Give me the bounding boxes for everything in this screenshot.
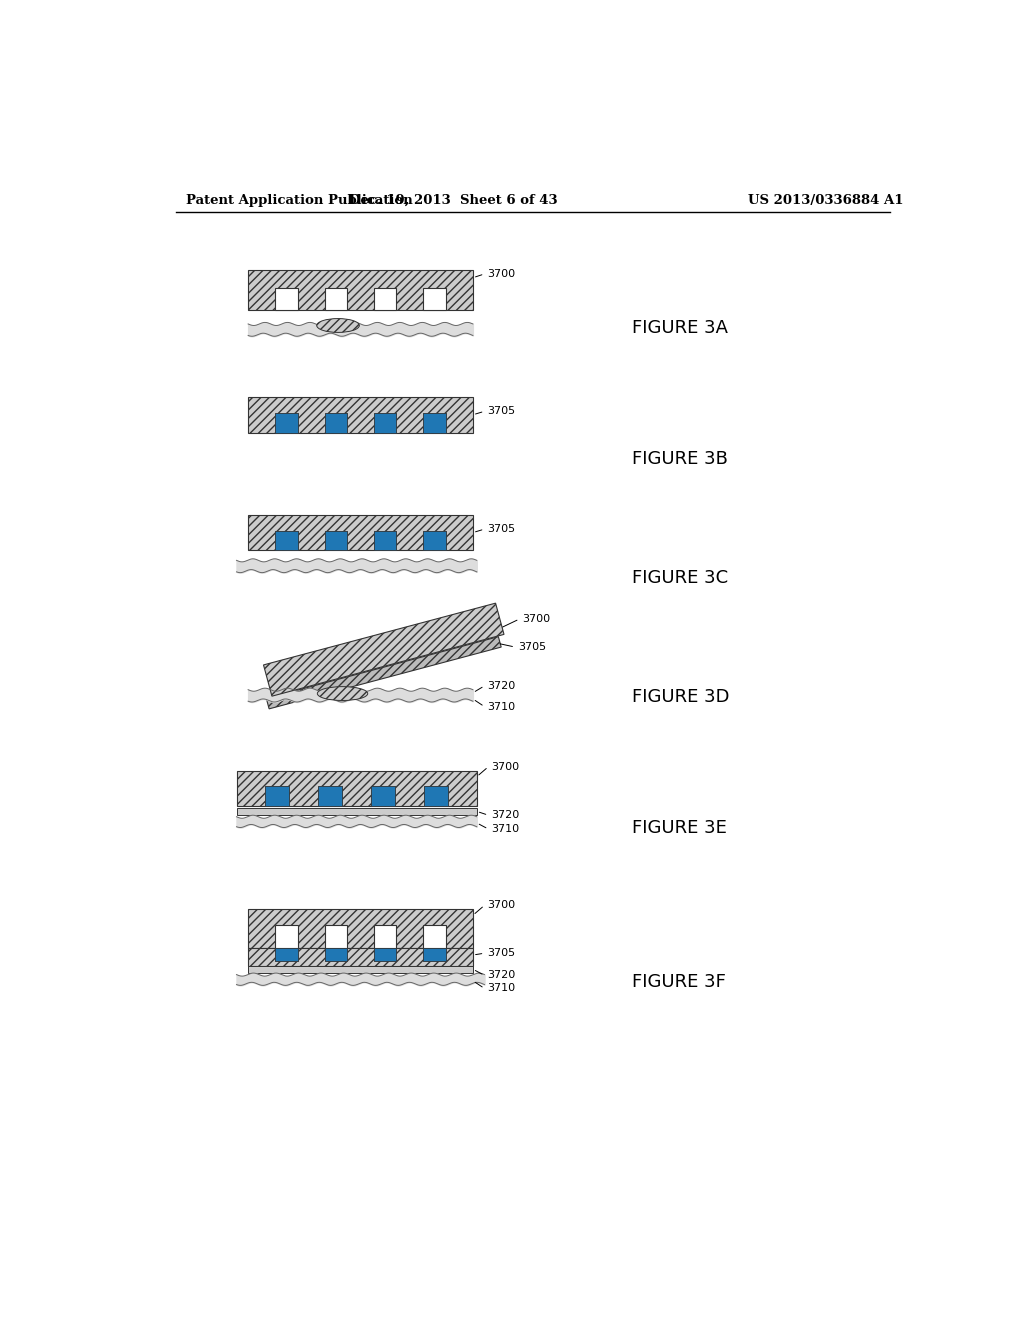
- Bar: [275, 288, 298, 310]
- Text: 3700: 3700: [487, 269, 516, 279]
- Polygon shape: [263, 603, 504, 696]
- Bar: [424, 925, 445, 948]
- Text: FIGURE 3C: FIGURE 3C: [632, 569, 728, 587]
- Bar: [325, 948, 347, 961]
- Bar: [275, 531, 298, 550]
- Bar: [374, 925, 396, 948]
- Text: FIGURE 3D: FIGURE 3D: [632, 689, 729, 706]
- Text: 3705: 3705: [487, 948, 516, 958]
- Bar: [374, 413, 396, 433]
- Bar: [325, 531, 347, 550]
- Bar: [325, 925, 347, 948]
- Ellipse shape: [316, 318, 359, 333]
- Bar: [265, 787, 290, 807]
- Bar: [275, 925, 298, 948]
- Bar: [374, 413, 396, 433]
- Bar: [374, 948, 396, 961]
- Bar: [325, 288, 347, 310]
- Polygon shape: [266, 636, 501, 709]
- Bar: [325, 413, 347, 433]
- Text: 3700: 3700: [522, 614, 551, 624]
- Bar: [275, 948, 298, 961]
- Bar: [248, 909, 473, 948]
- Bar: [248, 397, 473, 433]
- Bar: [424, 948, 445, 961]
- Bar: [325, 531, 347, 550]
- Bar: [248, 966, 473, 973]
- Bar: [237, 771, 477, 807]
- Bar: [424, 288, 445, 310]
- Bar: [424, 531, 445, 550]
- Text: FIGURE 3B: FIGURE 3B: [632, 450, 728, 467]
- Bar: [237, 808, 477, 816]
- Bar: [325, 948, 347, 961]
- Text: US 2013/0336884 A1: US 2013/0336884 A1: [748, 194, 903, 207]
- Text: 3720: 3720: [487, 681, 516, 690]
- Bar: [374, 531, 396, 550]
- Bar: [275, 413, 298, 433]
- Text: 3720: 3720: [492, 810, 520, 820]
- Bar: [325, 413, 347, 433]
- Bar: [318, 787, 342, 807]
- Text: 3705: 3705: [487, 407, 516, 416]
- Bar: [275, 531, 298, 550]
- Bar: [374, 531, 396, 550]
- Bar: [248, 515, 473, 550]
- Text: 3710: 3710: [487, 983, 516, 994]
- Bar: [371, 787, 395, 807]
- Text: 3710: 3710: [492, 824, 519, 834]
- Bar: [248, 948, 473, 966]
- Bar: [424, 413, 445, 433]
- Bar: [265, 787, 290, 807]
- Bar: [424, 413, 445, 433]
- Text: 3700: 3700: [492, 762, 519, 772]
- Bar: [374, 948, 396, 961]
- Bar: [318, 787, 342, 807]
- Bar: [424, 531, 445, 550]
- Bar: [275, 413, 298, 433]
- Text: 3720: 3720: [487, 970, 516, 981]
- Bar: [424, 948, 445, 961]
- Text: 3705: 3705: [487, 524, 516, 535]
- Text: FIGURE 3A: FIGURE 3A: [632, 319, 728, 337]
- Text: Dec. 19, 2013  Sheet 6 of 43: Dec. 19, 2013 Sheet 6 of 43: [349, 194, 558, 207]
- Bar: [424, 787, 447, 807]
- Ellipse shape: [317, 686, 368, 701]
- Bar: [371, 787, 395, 807]
- Text: FIGURE 3E: FIGURE 3E: [632, 820, 727, 837]
- Bar: [275, 948, 298, 961]
- Text: Patent Application Publication: Patent Application Publication: [186, 194, 413, 207]
- Bar: [374, 288, 396, 310]
- Text: 3710: 3710: [487, 702, 516, 711]
- Text: 3700: 3700: [487, 900, 516, 911]
- Text: FIGURE 3F: FIGURE 3F: [632, 973, 726, 991]
- Text: 3705: 3705: [518, 642, 547, 652]
- Bar: [248, 271, 473, 310]
- Bar: [424, 787, 447, 807]
